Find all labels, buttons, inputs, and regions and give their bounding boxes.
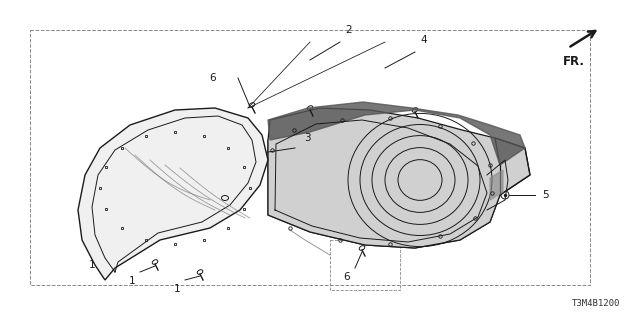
Text: 6: 6 (209, 73, 216, 83)
Text: 4: 4 (420, 35, 427, 45)
Polygon shape (268, 115, 500, 248)
Text: 3: 3 (304, 133, 310, 143)
Text: FR.: FR. (563, 55, 585, 68)
Text: 1: 1 (89, 260, 95, 270)
Bar (30, 30, 590, 285)
Polygon shape (490, 170, 503, 200)
Text: 5: 5 (542, 190, 548, 200)
Polygon shape (78, 108, 268, 280)
Polygon shape (268, 108, 530, 248)
Text: 6: 6 (344, 272, 350, 282)
Polygon shape (268, 102, 525, 165)
Bar (330, 240, 400, 290)
Text: 1: 1 (129, 276, 135, 286)
Text: 1: 1 (173, 284, 180, 294)
Text: 2: 2 (345, 25, 351, 35)
Text: T3M4B1200: T3M4B1200 (572, 299, 620, 308)
